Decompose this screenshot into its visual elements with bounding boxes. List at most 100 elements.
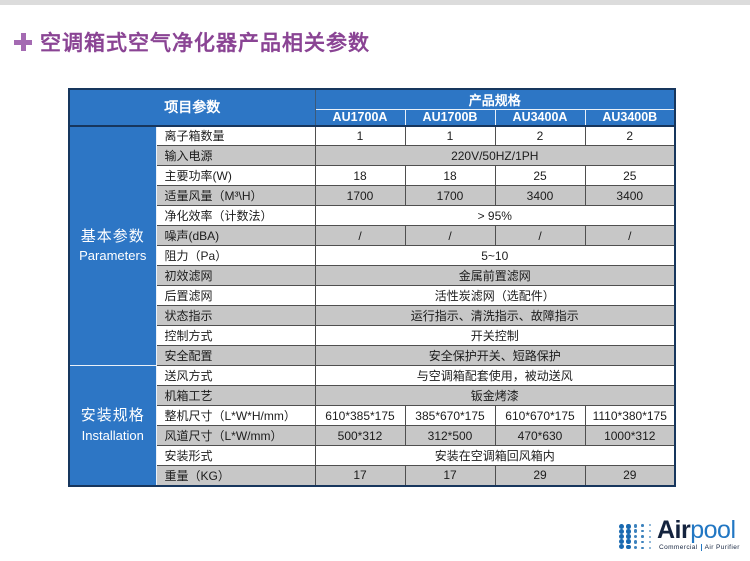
table-row: 适量风量（M³\H） 1700 1700 3400 3400 [69, 185, 676, 206]
spec-value: 29 [584, 465, 676, 486]
row-label: 噪声(dBA) [155, 225, 316, 246]
logo-wordmark: Airpool [657, 518, 740, 543]
spec-value: 1110*380*175 [584, 405, 676, 426]
row-label: 初效滤网 [155, 265, 316, 286]
group-label-en: Parameters [79, 248, 147, 264]
spec-value: 1700 [404, 185, 496, 206]
spec-value: 470*630 [494, 425, 586, 446]
spec-value: 17 [314, 465, 406, 486]
spec-value-merged: 金属前置滤网 [314, 265, 676, 286]
page-title: 空调箱式空气净化器产品相关参数 [40, 32, 370, 55]
logo-tagline-air-purifier: Air Purifier [704, 544, 740, 551]
table-row: 安装规格 Installation 送风方式 与空调箱配套使用，被动送风 [68, 365, 676, 486]
row-label: 风道尺寸（L*W/mm） [155, 425, 316, 446]
header-model-au1700b: AU1700B [404, 109, 496, 127]
spec-value: 3400 [494, 185, 586, 206]
spec-value-merged: 220V/50HZ/1PH [314, 145, 676, 166]
table-row: 重量（KG） 17 17 29 29 [69, 465, 676, 486]
table-row: 后置滤网 活性炭滤网（选配件） [69, 285, 676, 306]
spec-value: 29 [494, 465, 586, 486]
spec-value: 1 [314, 125, 406, 146]
spec-value: 500*312 [314, 425, 406, 446]
row-label: 安装形式 [155, 445, 316, 466]
group-label-cn: 基本参数 [80, 227, 145, 245]
group-installation: 安装规格 Installation [68, 365, 157, 486]
table-row: 主要功率(W) 18 18 25 25 [69, 165, 676, 186]
row-label: 送风方式 [155, 365, 316, 386]
spec-value-merged: 钣金烤漆 [314, 385, 676, 406]
row-label: 重量（KG） [155, 465, 316, 486]
header-product-spec: 产品规格 [314, 88, 676, 110]
spec-value: 2 [494, 125, 586, 146]
table-row: 噪声(dBA) / / / / [69, 225, 676, 246]
row-label: 控制方式 [155, 325, 316, 346]
table-row: 安全配置 安全保护开关、短路保护 [69, 345, 676, 366]
plus-icon [14, 33, 32, 51]
header-model-au3400a: AU3400A [494, 109, 586, 127]
table-row: 输入电源 220V/50HZ/1PH [69, 145, 676, 166]
table-row: 安装形式 安装在空调箱回风箱内 [69, 445, 676, 466]
spec-value-merged: 安装在空调箱回风箱内 [314, 445, 676, 466]
logo-dot-matrix-icon [618, 524, 653, 549]
row-label: 后置滤网 [155, 285, 316, 306]
logo-tagline: Commercial Air Purifier [659, 544, 740, 551]
spec-value-merged: > 95% [314, 205, 676, 226]
spec-value-merged: 与空调箱配套使用，被动送风 [314, 365, 676, 386]
logo-text-block: Airpool Commercial Air Purifier [657, 518, 740, 551]
spec-value: 610*670*175 [494, 405, 586, 426]
row-label: 净化效率（计数法） [155, 205, 316, 226]
table-row: 状态指示 运行指示、清洗指示、故障指示 [69, 305, 676, 326]
header-item-parameters: 项目参数 [68, 88, 316, 127]
spec-value: / [494, 225, 586, 246]
spec-value: 1 [404, 125, 496, 146]
table-row: 基本参数 Parameters 离子箱数量 1 1 2 2 [68, 125, 676, 366]
row-label: 离子箱数量 [155, 125, 316, 146]
spec-value: / [404, 225, 496, 246]
spec-value-merged: 运行指示、清洗指示、故障指示 [314, 305, 676, 326]
spec-value: / [314, 225, 406, 246]
row-label: 输入电源 [155, 145, 316, 166]
group-label-en: Installation [81, 427, 144, 443]
spec-value: 18 [314, 165, 406, 186]
tagline-divider [700, 544, 702, 551]
spec-value-merged: 开关控制 [314, 325, 676, 346]
airpool-logo: Airpool Commercial Air Purifier [618, 518, 740, 551]
spec-value-merged: 活性炭滤网（选配件） [314, 285, 676, 306]
row-label: 安全配置 [155, 345, 316, 366]
spec-value: 385*670*175 [404, 405, 496, 426]
spec-value: 1000*312 [584, 425, 676, 446]
row-label: 整机尺寸（L*W*H/mm） [155, 405, 316, 426]
logo-word-pool: pool [690, 516, 736, 544]
spec-value: / [584, 225, 676, 246]
top-strip [0, 0, 750, 5]
table-row: 整机尺寸（L*W*H/mm） 610*385*175 385*670*175 6… [69, 405, 676, 426]
spec-value: 2 [584, 125, 676, 146]
row-label: 机箱工艺 [155, 385, 316, 406]
spec-value-merged: 安全保护开关、短路保护 [314, 345, 676, 366]
table-row: 初效滤网 金属前置滤网 [69, 265, 676, 286]
row-label: 主要功率(W) [155, 165, 316, 186]
logo-word-air: Air [657, 516, 691, 544]
spec-value-merged: 5~10 [314, 245, 676, 266]
spec-value: 610*385*175 [314, 405, 406, 426]
page-header: 空调箱式空气净化器产品相关参数 [14, 27, 370, 57]
table-row: 净化效率（计数法） > 95% [69, 205, 676, 226]
row-label: 状态指示 [155, 305, 316, 326]
header-model-au3400b: AU3400B [584, 109, 676, 127]
spec-value: 1700 [314, 185, 406, 206]
logo-tagline-commercial: Commercial [659, 544, 698, 551]
spec-value: 17 [404, 465, 496, 486]
group-basic-parameters: 基本参数 Parameters [68, 125, 157, 366]
spec-value: 3400 [584, 185, 676, 206]
spec-value: 25 [494, 165, 586, 186]
table-row: 阻力（Pa） 5~10 [69, 245, 676, 266]
table-row: 控制方式 开关控制 [69, 325, 676, 346]
group-label-cn: 安装规格 [80, 407, 145, 425]
row-label: 阻力（Pa） [155, 245, 316, 266]
header-model-au1700a: AU1700A [314, 109, 406, 127]
table-row: 机箱工艺 钣金烤漆 [69, 385, 676, 406]
spec-value: 18 [404, 165, 496, 186]
product-spec-table: 项目参数 产品规格 AU1700A AU1700B AU3400A AU3400… [68, 88, 677, 487]
spec-value: 25 [584, 165, 676, 186]
spec-value: 312*500 [404, 425, 496, 446]
